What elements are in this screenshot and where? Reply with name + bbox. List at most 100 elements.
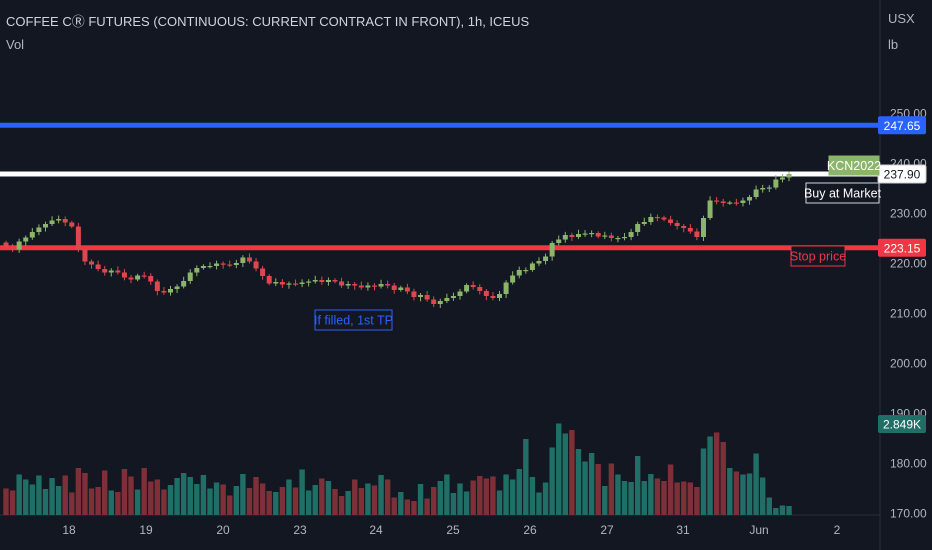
volume-bar xyxy=(102,470,108,515)
x-tick-label: Jun xyxy=(749,523,768,537)
y-tick-label: 220.00 xyxy=(890,257,927,271)
stop-price-label-bg xyxy=(878,238,926,257)
volume-bar xyxy=(588,453,595,515)
candle xyxy=(220,263,226,265)
candle xyxy=(168,289,173,293)
volume-bar xyxy=(259,483,266,515)
candle xyxy=(602,235,608,237)
candle xyxy=(352,284,358,286)
candle xyxy=(575,234,581,237)
last-volume-label: 2.849K xyxy=(883,418,921,432)
candle xyxy=(29,232,35,238)
volume-bar xyxy=(233,486,239,515)
candle xyxy=(523,270,529,272)
first-tp-annotation: If filled, 1st TP xyxy=(314,314,393,328)
candle xyxy=(319,280,325,282)
stop-price-label: 223.15 xyxy=(884,241,921,255)
candle xyxy=(404,287,410,292)
volume-bar xyxy=(766,497,772,515)
volume-bar xyxy=(161,489,167,515)
y-tick-label: 230.00 xyxy=(890,207,927,221)
candle xyxy=(654,217,660,219)
buy-at-market-annotation: Buy at Market xyxy=(804,187,882,201)
candle xyxy=(681,226,687,228)
volume-bar xyxy=(470,480,476,515)
volume-bar xyxy=(674,482,680,515)
volume-bar xyxy=(615,474,621,515)
volume-bar xyxy=(95,487,101,515)
volume-bar xyxy=(411,501,417,515)
volume-bar xyxy=(213,482,220,515)
candle xyxy=(227,264,233,266)
volume-bar xyxy=(49,478,55,515)
volume-bar xyxy=(542,482,549,515)
volume-bar xyxy=(773,508,779,515)
x-tick-label: 26 xyxy=(523,523,537,537)
volume-bar xyxy=(536,492,542,515)
candle xyxy=(293,283,299,285)
volume-bar xyxy=(273,492,279,515)
volume-bar xyxy=(529,477,536,515)
volume-bar xyxy=(299,469,305,515)
candle xyxy=(608,235,614,238)
candle xyxy=(299,282,305,284)
volume-bar xyxy=(634,456,641,515)
y-tick-label: 200.00 xyxy=(890,357,927,371)
volume-bar xyxy=(128,476,134,515)
volume-bar xyxy=(134,489,141,515)
volume-bar xyxy=(167,485,174,515)
volume-bar xyxy=(779,505,786,515)
candle xyxy=(707,200,713,218)
volume-bar xyxy=(174,478,180,515)
candle xyxy=(154,281,160,291)
candle xyxy=(135,275,141,280)
volume-bar xyxy=(483,478,490,515)
volume-bar xyxy=(352,479,358,515)
candle xyxy=(36,227,42,232)
candle xyxy=(424,295,430,300)
volume-bar xyxy=(424,498,430,515)
x-tick-label: 25 xyxy=(446,523,460,537)
volume-bar xyxy=(121,469,128,515)
candle xyxy=(108,270,114,273)
candle xyxy=(497,294,502,298)
candle xyxy=(200,266,206,268)
candle xyxy=(779,177,785,180)
volume-bar xyxy=(36,475,42,515)
candle xyxy=(700,218,706,237)
candle xyxy=(240,257,246,263)
volume-bar xyxy=(582,461,588,515)
volume-indicator-label[interactable]: Vol xyxy=(6,37,25,52)
candle xyxy=(233,263,239,265)
candle xyxy=(464,285,470,292)
volume-bar xyxy=(194,484,200,515)
candle xyxy=(187,272,193,281)
x-tick-label: 20 xyxy=(216,523,230,537)
candle xyxy=(174,286,180,289)
candle xyxy=(477,287,483,291)
volume-bar xyxy=(437,481,443,515)
volume-bar xyxy=(62,475,68,515)
candle xyxy=(207,266,213,268)
volume-bar xyxy=(200,475,207,515)
candle xyxy=(279,282,285,285)
x-tick-label: 31 xyxy=(676,523,690,537)
stop-price-annotation-box xyxy=(790,245,846,267)
candle xyxy=(668,219,674,223)
candle xyxy=(582,233,588,235)
volume-bar xyxy=(681,481,687,515)
candle xyxy=(325,280,331,282)
last-volume-label-bg xyxy=(878,415,926,433)
volume-bar xyxy=(556,423,562,515)
volume-bar xyxy=(746,473,753,515)
volume-bar xyxy=(444,474,450,515)
volume-bar xyxy=(88,488,95,515)
candle xyxy=(62,219,68,223)
candle xyxy=(661,217,667,220)
candle xyxy=(457,291,463,296)
candle xyxy=(503,282,509,294)
volume-bar xyxy=(595,464,601,515)
volume-bar xyxy=(700,448,707,515)
